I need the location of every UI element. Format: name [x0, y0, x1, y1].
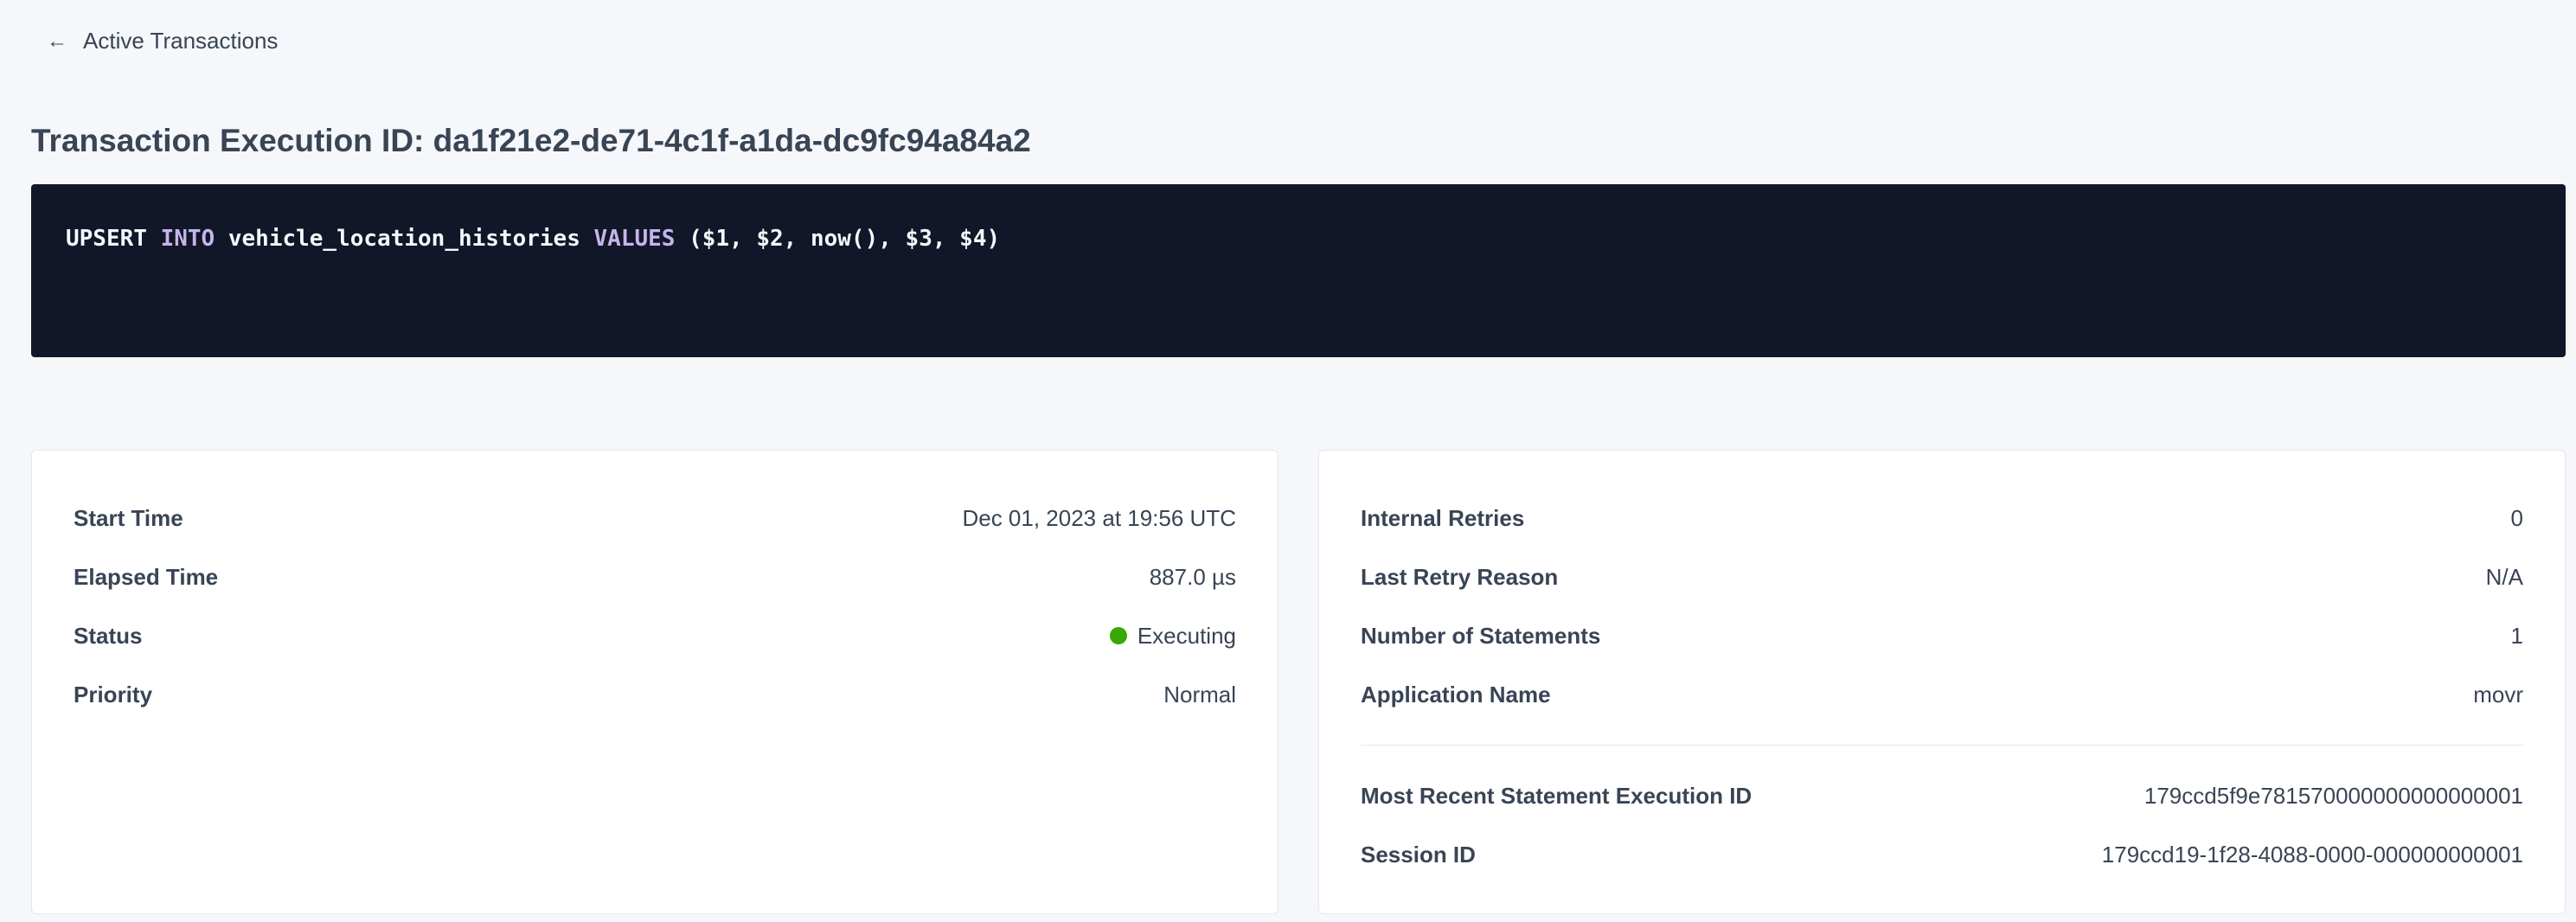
- last-retry-reason-row: Last Retry Reason N/A: [1361, 547, 2523, 606]
- number-of-statements-row: Number of Statements 1: [1361, 606, 2523, 665]
- sql-keyword: INTO: [160, 226, 215, 252]
- transaction-stats-card: Internal Retries 0 Last Retry Reason N/A…: [1318, 450, 2566, 914]
- page-title: Transaction Execution ID: da1f21e2-de71-…: [31, 123, 1031, 158]
- row-label: Session ID: [1361, 841, 1476, 868]
- elapsed-time-row: Elapsed Time 887.0 µs: [74, 547, 1236, 606]
- status-dot-icon: [1109, 627, 1127, 644]
- session-id-row: Session ID 179ccd19-1f28-4088-0000-00000…: [1361, 825, 2523, 884]
- row-value: 1: [2510, 622, 2523, 649]
- row-value: Dec 01, 2023 at 19:56 UTC: [962, 504, 1236, 531]
- arrow-left-icon: ←: [47, 29, 67, 53]
- row-label: Most Recent Statement Execution ID: [1361, 782, 1753, 809]
- transaction-details-card: Start Time Dec 01, 2023 at 19:56 UTC Ela…: [31, 450, 1278, 914]
- row-value: Normal: [1163, 681, 1236, 708]
- sql-statement-block: UPSERT INTO vehicle_location_histories V…: [31, 184, 2566, 357]
- row-label: Status: [74, 622, 143, 649]
- statement-execution-id-link[interactable]: 179ccd5f9e781570000000000000001: [2143, 782, 2523, 809]
- row-value: 0: [2510, 504, 2523, 531]
- row-label: Elapsed Time: [74, 563, 219, 590]
- statement-execution-id-row: Most Recent Statement Execution ID 179cc…: [1361, 766, 2523, 825]
- session-id-link[interactable]: 179ccd19-1f28-4088-0000-000000000001: [2101, 841, 2523, 868]
- row-label: Priority: [74, 681, 153, 708]
- sql-values: ($1, $2, now(), $3, $4): [689, 226, 1001, 252]
- back-link-label: Active Transactions: [83, 28, 279, 54]
- start-time-row: Start Time Dec 01, 2023 at 19:56 UTC: [74, 489, 1236, 547]
- sql-keyword: VALUES: [593, 226, 676, 252]
- row-label: Last Retry Reason: [1361, 563, 1559, 590]
- row-value: 887.0 µs: [1149, 563, 1236, 590]
- sql-table-name: vehicle_location_histories: [227, 226, 580, 252]
- priority-row: Priority Normal: [74, 665, 1236, 724]
- status-row: Status Executing: [74, 606, 1236, 665]
- row-label: Start Time: [74, 504, 183, 531]
- status-badge: Executing: [1109, 622, 1236, 650]
- application-name-row: Application Name movr: [1361, 665, 2523, 724]
- internal-retries-row: Internal Retries 0: [1361, 489, 2523, 547]
- sql-keyword: UPSERT: [66, 226, 147, 252]
- row-label: Application Name: [1361, 681, 1551, 708]
- status-text: Executing: [1137, 622, 1236, 649]
- row-value: N/A: [2485, 563, 2523, 590]
- row-label: Number of Statements: [1361, 622, 1601, 649]
- back-link-active-transactions[interactable]: ← Active Transactions: [47, 28, 278, 54]
- divider: [1361, 745, 2523, 746]
- row-value: movr: [2473, 681, 2523, 708]
- row-label: Internal Retries: [1361, 504, 1525, 531]
